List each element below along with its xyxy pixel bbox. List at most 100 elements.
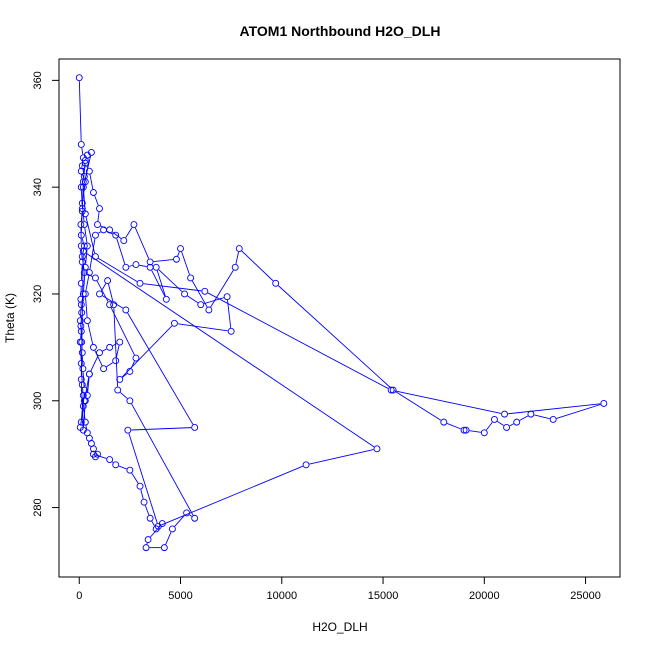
data-point [89,189,97,196]
data-point [142,544,150,552]
data-point [81,159,89,167]
series-segment [106,362,114,368]
series-segment [81,238,84,243]
data-point [78,338,86,346]
data-point [112,231,120,239]
series-segment [235,251,239,264]
data-point [136,279,144,287]
data-point [120,237,128,245]
series-segment [191,280,208,308]
data-point [75,74,83,82]
series-segment [80,190,83,206]
data-point [80,386,88,394]
series-segment [556,404,601,419]
series-segment [241,250,274,282]
data-point [78,205,86,212]
series-segment [394,390,502,414]
data-point [116,375,124,383]
series-segment [187,295,199,304]
data-point [78,199,86,207]
series-segment [82,372,85,387]
series-segment [87,323,94,345]
data-point [223,293,231,301]
series-segment [81,147,84,155]
data-point [231,263,239,271]
data-point [126,397,134,405]
x-tick-label: 5000 [168,590,192,602]
data-point [235,245,243,253]
data-point [79,183,87,191]
data-point [112,461,120,469]
series-segment [130,361,135,369]
data-point [94,221,101,228]
data-point [140,498,148,506]
data-point [96,205,103,212]
data-point [104,277,112,285]
data-point [106,343,114,351]
data-point [80,173,88,180]
series-segment [118,465,127,470]
series-segment [100,283,107,292]
data-point [132,354,140,362]
y-tick-label: 360 [32,71,44,89]
data-point [81,157,89,164]
x-tick-label: 10000 [266,590,297,602]
data-point [79,365,87,373]
data-point [170,319,178,327]
series-segment [181,251,190,275]
series-segment [177,323,228,332]
series-segment [110,307,135,356]
series-segment [94,195,99,206]
series-segment [151,521,155,527]
data-point [83,391,91,399]
data-point [77,301,85,309]
data-point [77,167,85,175]
data-point [122,306,130,314]
data-point [77,279,85,287]
y-axis-label: Theta (K) [3,293,17,343]
series-segment [277,285,391,389]
data-point [126,466,134,474]
data-point [112,357,120,365]
series-segment [90,355,99,372]
data-point [77,221,85,228]
series-segment [207,292,389,389]
series-segment [80,214,83,222]
data-point [160,544,168,552]
series-segment [108,283,114,302]
series-segment [143,283,202,292]
series-segment [227,300,232,328]
series-layer [75,74,608,552]
series-segment [134,227,150,259]
data-point [146,514,154,522]
series-segment [509,423,514,427]
data-point [89,450,97,458]
data-point [122,263,130,271]
data-point [130,221,138,228]
series-segment [79,345,82,360]
data-point [501,410,509,418]
data-point [80,242,88,250]
plot-frame [58,58,621,578]
series-segment [151,270,166,297]
data-point [96,349,103,357]
series-segment [156,270,166,297]
series-segment [165,531,172,545]
data-point [106,226,114,234]
data-point [177,245,184,253]
data-point [80,269,88,277]
data-point [173,255,180,263]
data-point [85,167,93,175]
x-tick-label: 0 [76,590,82,602]
data-point [191,424,199,431]
series-segment [131,472,139,484]
series-segment [177,251,180,257]
series-segment [131,403,194,516]
data-point [513,418,521,426]
series-segment [446,423,461,430]
data-point [460,426,468,434]
data-point [77,140,85,148]
series-segment [78,81,82,141]
series-segment [85,252,375,448]
series-segment [128,433,158,524]
